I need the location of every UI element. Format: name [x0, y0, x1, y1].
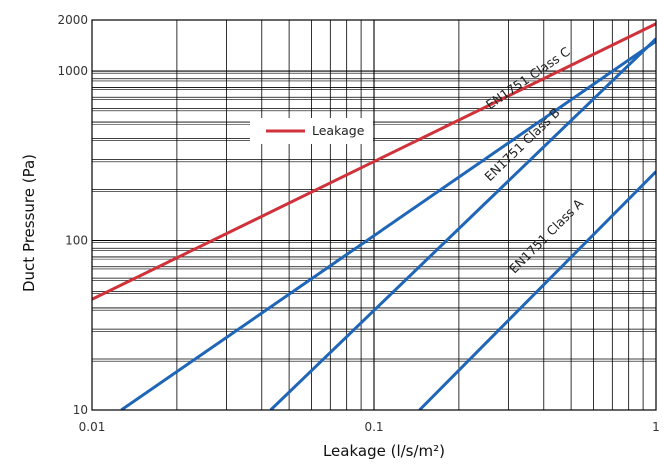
- legend-label-leakage: Leakage: [312, 123, 365, 138]
- x-tick-label: 0.1: [364, 420, 383, 434]
- series-line-class-b: [269, 37, 656, 410]
- x-tick-label: 0.01: [79, 420, 106, 434]
- series-label-class-a: EN1751 Class A: [506, 195, 586, 276]
- series-line-class-a: [418, 170, 656, 410]
- y-axis-title: Duct Pressure (Pa): [20, 154, 38, 292]
- y-tick-label: 10: [73, 403, 88, 417]
- legend: Leakage: [250, 118, 373, 144]
- series-label-class-b: EN1751 Class B: [481, 105, 562, 184]
- x-tick-label: 1: [652, 420, 660, 434]
- y-tick-label: 1000: [57, 64, 88, 78]
- series-line-leakage: [92, 22, 656, 301]
- y-ticks: 10 100 1000 2000: [57, 13, 88, 417]
- series-line-class-c: [120, 39, 656, 410]
- y-tick-label: 2000: [57, 13, 88, 27]
- series-lines: [92, 22, 656, 410]
- x-ticks: 0.01 0.1 1: [79, 420, 660, 434]
- plot-border: [91, 19, 657, 411]
- y-tick-label: 100: [65, 234, 88, 248]
- series-label-class-c: EN1751 Class C: [483, 44, 573, 112]
- x-axis-title: Leakage (l/s/m²): [323, 442, 445, 460]
- plot-frame: [91, 19, 657, 411]
- grid: [92, 20, 656, 410]
